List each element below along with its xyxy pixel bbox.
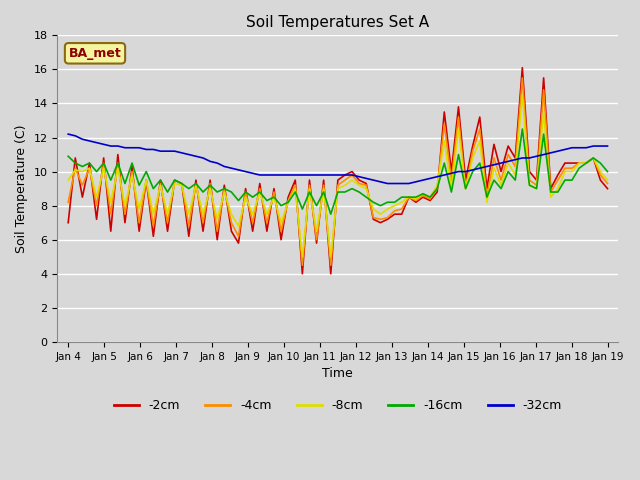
-4cm xyxy=(65,199,72,205)
-4cm xyxy=(306,182,314,188)
-32cm xyxy=(298,172,306,178)
-16cm xyxy=(171,177,179,183)
-2cm xyxy=(369,216,377,222)
-32cm xyxy=(362,176,370,181)
Line: -32cm: -32cm xyxy=(68,134,607,183)
-32cm xyxy=(65,131,72,137)
-4cm xyxy=(284,198,292,204)
Line: -8cm: -8cm xyxy=(68,95,607,257)
-4cm xyxy=(604,180,611,186)
-4cm xyxy=(518,75,526,81)
-4cm xyxy=(298,263,306,268)
-4cm xyxy=(369,215,377,220)
-8cm xyxy=(284,199,292,205)
Y-axis label: Soil Temperature (C): Soil Temperature (C) xyxy=(15,124,28,253)
-2cm xyxy=(249,228,257,234)
-2cm xyxy=(298,271,306,276)
-2cm xyxy=(242,186,250,192)
-2cm xyxy=(306,177,314,183)
-8cm xyxy=(249,211,257,217)
-8cm xyxy=(298,254,306,260)
-4cm xyxy=(171,177,179,183)
-32cm xyxy=(171,148,179,154)
Line: -4cm: -4cm xyxy=(68,78,607,265)
-2cm xyxy=(604,186,611,192)
-2cm xyxy=(65,220,72,226)
-4cm xyxy=(249,220,257,226)
-16cm xyxy=(242,189,250,195)
Legend: -2cm, -4cm, -8cm, -16cm, -32cm: -2cm, -4cm, -8cm, -16cm, -32cm xyxy=(109,394,567,417)
-32cm xyxy=(604,143,611,149)
-32cm xyxy=(383,180,391,186)
-16cm xyxy=(327,211,335,217)
X-axis label: Time: Time xyxy=(323,367,353,380)
-2cm xyxy=(284,194,292,200)
-8cm xyxy=(369,206,377,212)
-32cm xyxy=(242,168,250,174)
Line: -2cm: -2cm xyxy=(68,68,607,274)
-16cm xyxy=(604,168,611,174)
-2cm xyxy=(171,177,179,183)
-2cm xyxy=(518,65,526,71)
-16cm xyxy=(369,199,377,205)
-16cm xyxy=(249,194,257,200)
-4cm xyxy=(242,189,250,195)
-8cm xyxy=(171,180,179,186)
-16cm xyxy=(518,126,526,132)
-32cm xyxy=(249,170,257,176)
-8cm xyxy=(242,194,250,200)
-8cm xyxy=(306,186,314,192)
Text: BA_met: BA_met xyxy=(68,47,122,60)
Line: -16cm: -16cm xyxy=(68,129,607,214)
-16cm xyxy=(65,154,72,159)
-8cm xyxy=(518,92,526,98)
Title: Soil Temperatures Set A: Soil Temperatures Set A xyxy=(246,15,429,30)
-16cm xyxy=(298,206,306,212)
-8cm xyxy=(604,177,611,183)
-16cm xyxy=(284,199,292,205)
-32cm xyxy=(284,172,292,178)
-8cm xyxy=(65,177,72,183)
